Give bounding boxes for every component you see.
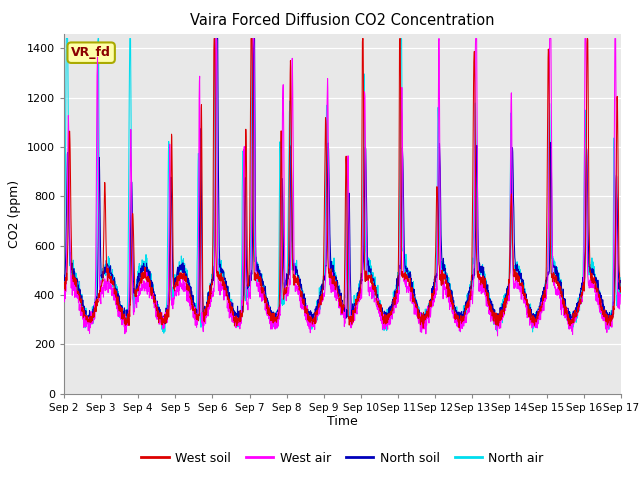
West soil — [617, 284, 625, 290]
West air — [359, 257, 367, 263]
West soil — [505, 286, 513, 292]
West soil — [211, 36, 218, 41]
North air — [63, 36, 70, 41]
X-axis label: Time: Time — [327, 415, 358, 429]
North soil — [617, 278, 625, 284]
North soil — [568, 316, 576, 322]
West soil — [584, 36, 591, 41]
North air — [505, 286, 513, 291]
North soil — [212, 36, 220, 41]
North air — [359, 197, 367, 203]
North soil — [359, 267, 367, 273]
North air — [371, 274, 379, 280]
West air — [493, 333, 501, 339]
North soil — [272, 322, 280, 328]
North air — [617, 275, 625, 280]
Y-axis label: CO2 (ppm): CO2 (ppm) — [8, 180, 21, 248]
West air — [584, 264, 591, 270]
Line: North air: North air — [64, 38, 621, 333]
Text: VR_fd: VR_fd — [71, 46, 111, 59]
North soil — [371, 285, 379, 290]
West air — [60, 293, 68, 299]
Line: North soil: North soil — [64, 38, 621, 325]
West soil — [216, 275, 223, 280]
West soil — [371, 285, 379, 291]
West air — [568, 315, 576, 321]
West air — [505, 285, 513, 291]
West soil — [359, 36, 367, 41]
North air — [160, 330, 168, 336]
North soil — [216, 252, 223, 257]
Line: West air: West air — [64, 38, 621, 336]
West air — [212, 36, 220, 41]
North air — [568, 314, 576, 320]
West soil — [60, 280, 68, 286]
West soil — [419, 325, 427, 331]
North soil — [584, 189, 591, 194]
North air — [216, 257, 223, 263]
North air — [60, 271, 68, 276]
Legend: West soil, West air, North soil, North air: West soil, West air, North soil, North a… — [136, 447, 548, 469]
West soil — [568, 320, 576, 325]
Line: West soil: West soil — [64, 38, 621, 328]
North soil — [60, 272, 68, 278]
North soil — [505, 279, 513, 285]
West air — [216, 288, 223, 294]
West air — [617, 292, 625, 298]
West air — [371, 296, 379, 301]
Title: Vaira Forced Diffusion CO2 Concentration: Vaira Forced Diffusion CO2 Concentration — [190, 13, 495, 28]
North air — [584, 264, 591, 270]
